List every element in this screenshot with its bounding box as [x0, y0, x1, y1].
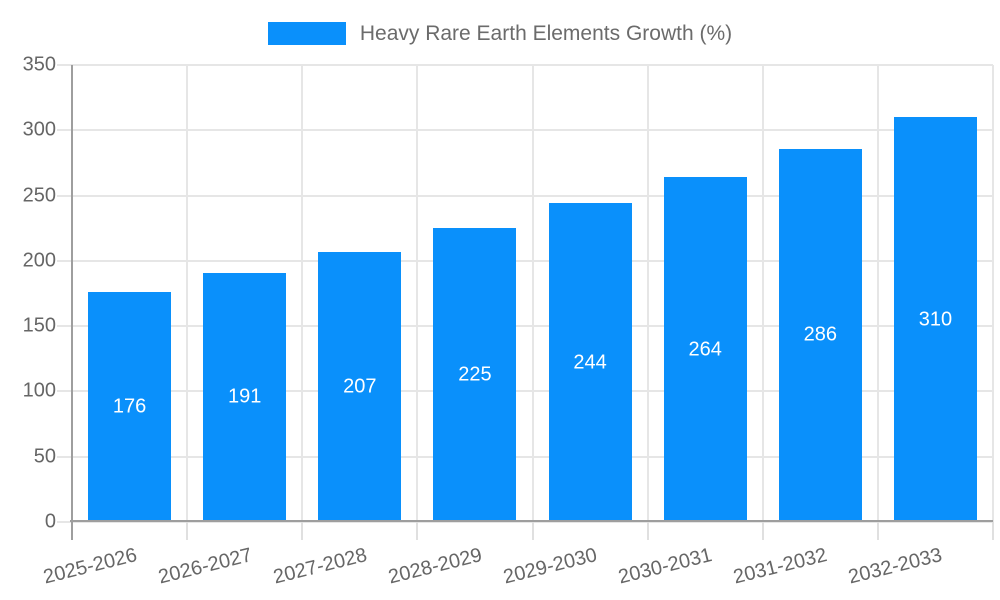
x-gridline	[531, 65, 534, 522]
bar	[894, 117, 977, 522]
x-gridline	[301, 65, 304, 522]
x-axis-tick	[416, 522, 419, 540]
bar-value-label: 225	[458, 363, 492, 386]
bar	[203, 272, 286, 522]
y-axis-tick	[57, 129, 72, 132]
bar	[664, 177, 747, 522]
x-gridline	[761, 65, 764, 522]
x-gridline	[186, 65, 189, 522]
x-axis-line	[70, 520, 993, 522]
x-axis-tick	[186, 522, 189, 540]
x-axis-tick	[761, 522, 764, 540]
legend-label: Heavy Rare Earth Elements Growth (%)	[359, 21, 733, 45]
x-gridline	[416, 65, 419, 522]
x-axis-tick	[992, 522, 994, 540]
bar	[433, 228, 516, 522]
bar	[318, 251, 401, 522]
y-axis-tick	[57, 259, 72, 262]
y-axis-label: 250	[22, 184, 56, 207]
y-axis-tick	[57, 64, 72, 66]
legend: Heavy Rare Earth Elements Growth (%)	[0, 22, 1000, 45]
y-axis-tick	[57, 325, 72, 328]
x-axis-tick	[71, 522, 73, 540]
x-gridline	[646, 65, 649, 522]
y-axis-label: 100	[22, 379, 56, 402]
y-axis-label: 300	[22, 118, 56, 141]
bar-value-label: 244	[573, 351, 607, 374]
y-axis-label: 200	[22, 249, 56, 272]
y-axis-label: 50	[33, 445, 56, 468]
bar-value-label: 207	[343, 375, 377, 398]
y-axis-label: 350	[22, 53, 56, 76]
y-axis-line	[71, 65, 73, 522]
y-axis-label: 150	[22, 314, 56, 337]
bar-value-label: 310	[918, 308, 953, 331]
legend-swatch	[267, 22, 346, 45]
y-axis-tick	[57, 194, 72, 197]
bar	[88, 292, 171, 522]
x-axis-tick	[531, 522, 534, 540]
x-axis-tick	[646, 522, 649, 540]
x-axis-tick	[301, 522, 304, 540]
y-axis-tick	[57, 521, 72, 523]
x-gridline	[992, 65, 994, 522]
x-gridline	[876, 65, 879, 522]
y-axis-tick	[57, 455, 72, 458]
bar-value-label: 176	[112, 395, 147, 418]
bar-value-label: 191	[228, 385, 262, 408]
y-axis-tick	[57, 390, 72, 393]
bar-value-label: 286	[803, 323, 837, 346]
bar	[779, 148, 862, 522]
y-axis-label: 0	[44, 510, 56, 533]
bar	[549, 203, 632, 522]
bar-value-label: 264	[688, 338, 722, 361]
x-axis-tick	[876, 522, 879, 540]
